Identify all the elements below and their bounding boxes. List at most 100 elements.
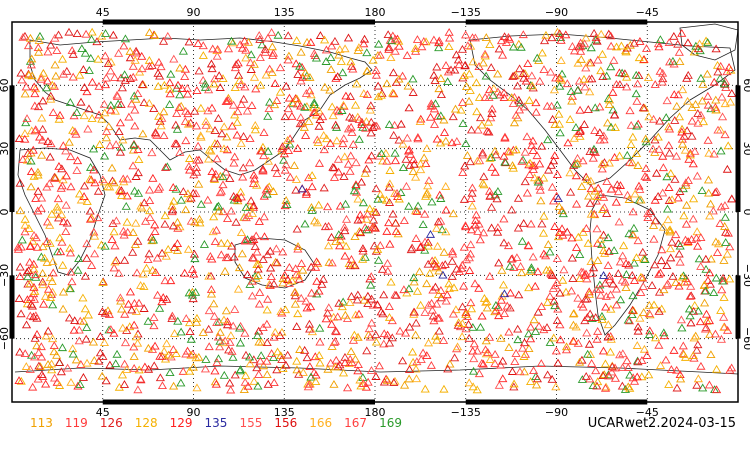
station-marker (201, 355, 211, 363)
station-marker (120, 338, 131, 347)
station-marker (500, 157, 510, 166)
station-marker (24, 266, 34, 275)
station-marker (283, 350, 293, 359)
station-marker (266, 263, 276, 272)
station-marker (119, 380, 130, 388)
station-marker (183, 244, 194, 253)
station-marker (599, 158, 610, 166)
station-marker (662, 172, 672, 181)
station-marker (203, 106, 213, 115)
station-marker (404, 284, 414, 293)
station-marker (481, 336, 491, 345)
station-marker (162, 294, 172, 303)
station-marker (149, 321, 159, 330)
station-marker (461, 139, 471, 148)
station-marker (359, 295, 369, 304)
station-marker (516, 42, 526, 51)
station-marker (637, 356, 647, 364)
station-marker (175, 148, 185, 156)
station-marker (604, 158, 614, 167)
station-marker (167, 201, 177, 210)
station-marker (466, 125, 477, 134)
station-marker (233, 193, 243, 202)
station-marker (485, 153, 495, 162)
station-marker (276, 351, 286, 360)
station-marker (498, 280, 509, 289)
station-marker (580, 294, 590, 303)
station-marker (128, 72, 138, 81)
station-marker (576, 267, 586, 276)
station-marker (596, 66, 606, 75)
station-marker (229, 252, 239, 261)
station-marker (608, 87, 618, 96)
station-marker (284, 51, 294, 60)
station-marker (474, 219, 484, 228)
station-marker (516, 262, 526, 270)
station-marker (549, 333, 559, 342)
station-marker (128, 228, 138, 236)
station-marker (166, 276, 176, 285)
station-marker (584, 74, 594, 83)
station-marker (524, 329, 534, 338)
station-marker (576, 54, 586, 63)
station-marker (498, 374, 508, 383)
station-marker (698, 117, 709, 126)
station-marker (696, 110, 706, 119)
station-marker (293, 143, 303, 152)
station-marker (88, 144, 99, 153)
station-marker (192, 86, 202, 95)
station-marker (412, 357, 422, 366)
station-marker (23, 41, 34, 50)
station-marker (283, 104, 293, 113)
station-marker (631, 70, 641, 79)
station-marker (599, 131, 609, 140)
station-marker (280, 305, 291, 314)
station-marker (518, 343, 528, 352)
station-marker (212, 358, 222, 366)
station-marker (613, 269, 623, 278)
station-marker (444, 42, 454, 50)
station-marker (675, 57, 685, 66)
station-marker (141, 263, 152, 272)
station-marker (509, 71, 519, 80)
station-marker (693, 340, 703, 349)
station-marker (591, 366, 601, 375)
station-marker (96, 240, 106, 249)
station-marker (438, 270, 448, 279)
station-marker (654, 269, 664, 278)
station-marker (22, 114, 32, 123)
station-marker (358, 254, 368, 263)
station-marker (49, 347, 59, 356)
station-marker (405, 149, 416, 158)
station-marker (595, 128, 605, 137)
station-marker (487, 109, 497, 117)
station-marker (204, 342, 214, 351)
station-marker (252, 363, 262, 372)
station-marker (494, 258, 504, 267)
station-marker (76, 195, 86, 204)
station-marker (716, 61, 726, 70)
station-marker (351, 180, 361, 189)
station-marker (77, 44, 87, 53)
station-marker (323, 308, 333, 317)
station-marker (374, 151, 384, 160)
station-marker (307, 327, 318, 336)
station-marker (430, 76, 440, 84)
station-marker (30, 333, 40, 342)
station-marker (644, 330, 655, 338)
station-marker (26, 241, 36, 250)
station-marker (99, 338, 110, 347)
station-marker (411, 206, 421, 215)
station-marker (490, 167, 500, 176)
station-marker (720, 212, 730, 221)
station-marker (331, 327, 342, 336)
station-marker (33, 374, 43, 383)
station-marker (215, 342, 225, 351)
station-marker (231, 217, 241, 226)
station-marker (505, 303, 515, 312)
station-marker (249, 355, 259, 364)
station-marker (211, 169, 221, 178)
station-marker (469, 354, 479, 363)
station-marker (302, 37, 312, 46)
station-marker (255, 356, 265, 365)
